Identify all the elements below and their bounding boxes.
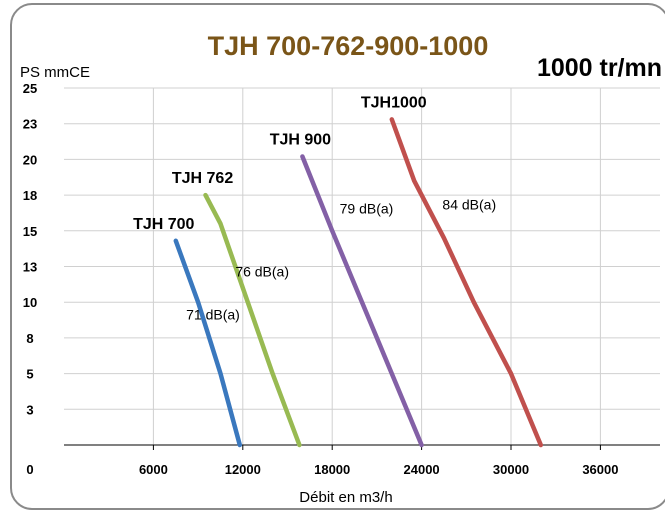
series-labels: TJH 700 71 dB(a) TJH 762 76 dB(a) TJH 900 79 …	[133, 94, 496, 322]
y-axis-label: PS mmCE	[20, 64, 90, 81]
y-tick-label: 18	[23, 188, 37, 203]
grid	[64, 87, 660, 445]
series-line-tjh-762	[203, 192, 302, 448]
y-tick-label: 3	[26, 402, 33, 417]
series	[173, 117, 544, 448]
chart-frame	[10, 3, 665, 510]
y-tick-label: 13	[23, 260, 37, 275]
series-name-label: TJH1000	[361, 94, 427, 111]
series-name-label: TJH 762	[172, 170, 233, 187]
x-tick-label: 6000	[139, 462, 168, 477]
series-db-label: 71 dB(a)	[186, 306, 240, 322]
x-tick-label: 24000	[404, 462, 440, 477]
x-tick-label: 36000	[582, 462, 618, 477]
y-tick-label: 10	[23, 295, 37, 310]
series-db-label: 84 dB(a)	[442, 196, 496, 212]
y-tick-label: 5	[26, 367, 33, 382]
y-tick-label: 25	[23, 81, 37, 96]
y-tick-labels: 3 5 8 10 13 15 18 20 23 25	[23, 81, 37, 417]
series-db-label: 76 dB(a)	[235, 263, 289, 279]
chart-subtitle: 1000 tr/mn	[537, 54, 662, 82]
series-name-label: TJH 700	[133, 216, 194, 233]
y-tick-label: 20	[23, 152, 37, 167]
chart-title: TJH 700-762-900-1000	[208, 31, 489, 61]
x-tick-label: 30000	[493, 462, 529, 477]
x-tick-label: 18000	[314, 462, 350, 477]
series-line-tjh-900	[300, 154, 424, 448]
y-tick-label: 23	[23, 117, 37, 132]
y-tick-label: 8	[26, 331, 33, 346]
x-tick-labels: 0 6000 12000 18000 24000 30000 36000	[26, 445, 618, 477]
x-tick-label: 0	[26, 462, 33, 477]
series-db-label: 79 dB(a)	[340, 201, 394, 217]
x-tick-label: 12000	[225, 462, 261, 477]
series-line-tjh-700	[173, 238, 243, 448]
x-axis-label: Débit en m3/h	[299, 489, 392, 506]
y-tick-label: 15	[23, 224, 37, 239]
series-name-label: TJH 900	[270, 132, 331, 149]
series-line-tjh1000	[389, 117, 544, 448]
